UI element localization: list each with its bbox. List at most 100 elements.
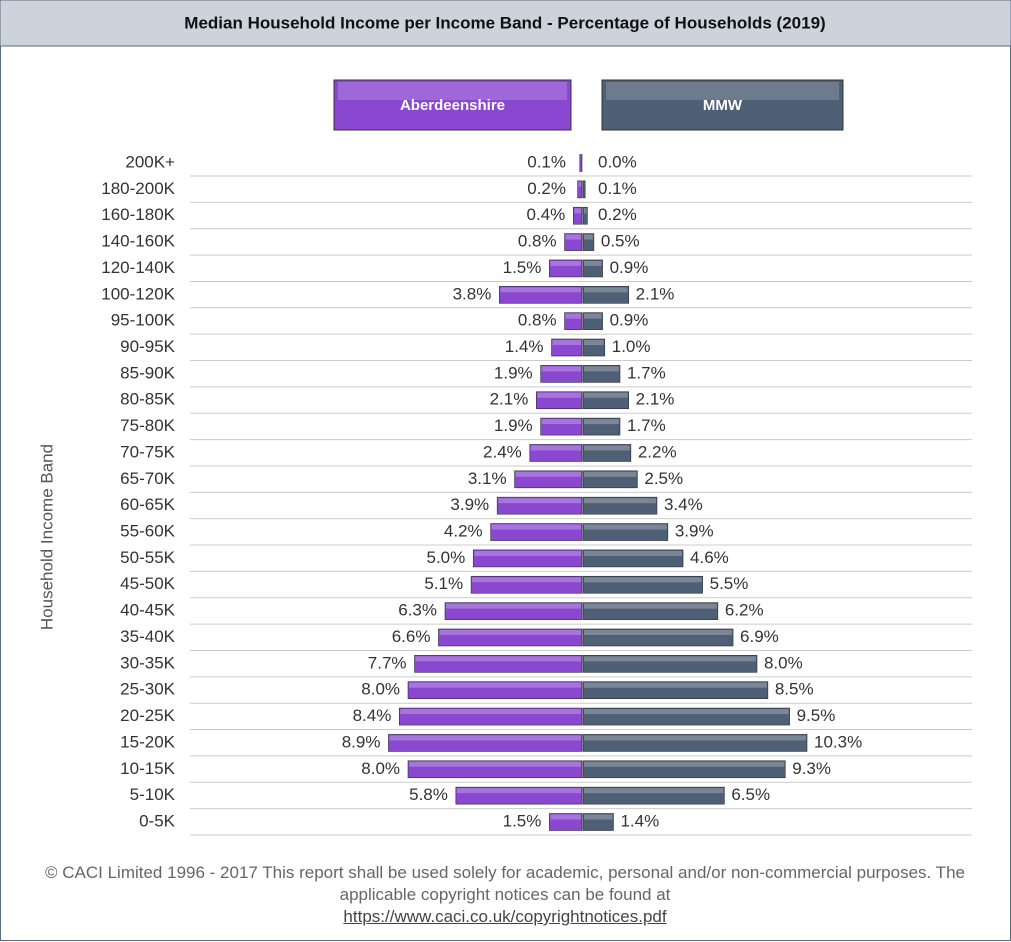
bar-highlight (584, 682, 767, 688)
legend-highlight (338, 82, 567, 100)
value-label: 0.9% (610, 258, 649, 277)
bar-highlight (491, 524, 581, 530)
value-label: 1.5% (503, 258, 542, 277)
value-label: 5.5% (710, 574, 749, 593)
value-label: 10.3% (814, 732, 862, 751)
value-label: 0.8% (518, 232, 557, 251)
value-label: 6.9% (740, 627, 779, 646)
bar (438, 628, 583, 647)
footer-link[interactable]: https://www.caci.co.uk/copyrightnotices.… (343, 907, 667, 926)
bar-highlight (565, 234, 581, 240)
value-label: 1.0% (612, 337, 651, 356)
bar-highlight (584, 788, 724, 794)
y-tick-label: 45-50K (120, 574, 175, 593)
value-label: 3.8% (453, 284, 492, 303)
bar (529, 444, 583, 462)
bar-highlight (584, 366, 619, 372)
y-tick-label: 65-70K (120, 469, 175, 488)
bar-highlight (584, 287, 628, 293)
bar (582, 786, 725, 805)
bar (582, 760, 786, 779)
bar (582, 417, 621, 436)
value-label: 7.7% (368, 653, 407, 672)
bar (582, 233, 595, 251)
y-tick-label: 80-85K (120, 390, 175, 409)
y-tick-label: 180-200K (101, 179, 175, 198)
bar-highlight (584, 603, 717, 609)
y-tick-label: 15-20K (120, 732, 175, 751)
value-label: 8.0% (361, 680, 400, 699)
y-tick-label: 55-60K (120, 522, 175, 541)
bar-highlight (515, 471, 581, 477)
chart: Median Household Income per Income Band … (0, 0, 1011, 836)
bar (582, 180, 586, 199)
y-tick-label: 160-180K (101, 205, 175, 224)
bar (564, 233, 583, 251)
y-tick-label: 60-65K (120, 495, 175, 514)
bar (407, 681, 583, 700)
bar-highlight (578, 181, 581, 187)
legend-swatch (601, 79, 844, 131)
value-label: 0.9% (610, 311, 649, 330)
bar-highlight (439, 629, 581, 635)
value-label: 9.5% (797, 706, 836, 725)
bar (536, 391, 583, 410)
y-tick-label: 5-10K (130, 785, 176, 804)
value-label: 0.1% (598, 179, 637, 198)
bar-highlight (584, 498, 656, 504)
bar-highlight (584, 709, 789, 715)
bar-highlight (498, 498, 581, 504)
bar (564, 312, 583, 330)
value-label: 5.8% (409, 785, 448, 804)
bar (444, 602, 583, 620)
bar-highlight (584, 340, 604, 346)
bar (407, 760, 583, 779)
value-label: 6.6% (392, 627, 431, 646)
bar (582, 365, 621, 383)
bar (540, 417, 583, 436)
bar (582, 655, 758, 673)
bar-highlight (530, 445, 581, 451)
footer-text: © CACI Limited 1996 - 2017 This report s… (45, 863, 965, 904)
value-label: 3.9% (675, 522, 714, 541)
bar (455, 786, 583, 805)
bar-highlight (445, 603, 581, 609)
bar-highlight (584, 392, 628, 398)
bar-highlight (456, 788, 581, 794)
bar-highlight (541, 366, 581, 372)
bar (582, 285, 629, 304)
value-label: 8.5% (775, 680, 814, 699)
value-label: 8.0% (361, 759, 400, 778)
bar-highlight (389, 735, 581, 741)
legend-highlight (606, 82, 839, 100)
footer: © CACI Limited 1996 - 2017 This report s… (30, 862, 980, 928)
bar (582, 206, 588, 225)
bar-highlight (584, 313, 602, 319)
value-label: 3.4% (664, 495, 703, 514)
value-label: 1.7% (627, 416, 666, 435)
chart-title: Median Household Income per Income Band … (184, 13, 825, 32)
bar (582, 391, 629, 410)
bar (549, 813, 583, 831)
value-label: 0.1% (527, 152, 566, 171)
bar (582, 681, 769, 700)
legend-label: Aberdeenshire (400, 97, 505, 114)
bar (582, 734, 808, 752)
y-tick-label: 120-140K (101, 258, 175, 277)
bar (582, 259, 603, 278)
bar-highlight (584, 524, 667, 530)
y-tick-label: 40-45K (120, 601, 175, 620)
value-label: 4.2% (444, 522, 483, 541)
bar (582, 707, 790, 726)
value-label: 1.4% (505, 337, 544, 356)
value-label: 0.0% (598, 152, 637, 171)
bar-highlight (584, 656, 756, 662)
bar-highlight (574, 208, 581, 214)
value-label: 3.9% (450, 495, 489, 514)
value-label: 2.1% (490, 390, 529, 409)
value-label: 1.9% (494, 416, 533, 435)
bar (582, 628, 734, 647)
value-label: 4.6% (690, 548, 729, 567)
value-label: 1.7% (627, 363, 666, 382)
y-tick-label: 95-100K (111, 311, 176, 330)
